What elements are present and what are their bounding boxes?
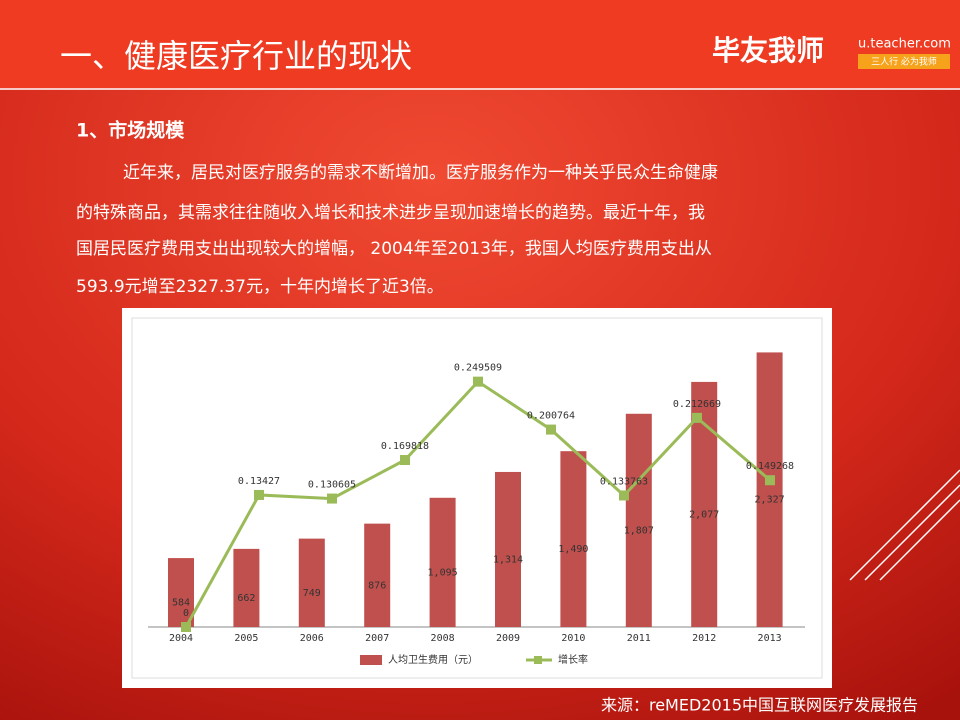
marker [473,376,483,387]
bar-label: 584 [172,598,190,609]
bar [298,538,325,627]
bar [364,523,391,627]
marker [692,412,702,423]
x-tick-label: 2011 [627,633,651,644]
bar-label: 662 [237,593,255,604]
bar-label: 1,095 [428,567,458,578]
paragraph-line: 近年来，居民对医疗服务的需求不断增加。医疗服务作为一种关乎民众生命健康 [123,163,718,183]
marker [765,475,775,486]
slogan: 三人行 必为我师 [871,56,937,68]
marker [254,489,264,500]
legend-label: 人均卫生费用（元） [388,653,478,666]
page-title: 一、健康医疗行业的现状 [60,37,412,75]
bar-label: 1,490 [558,544,588,555]
marker [619,490,629,501]
section-title: 1、市场规模 [76,119,185,142]
bar-label: 1,807 [624,525,654,536]
bar [625,413,652,627]
x-tick-label: 2006 [300,633,324,644]
marker [181,622,191,632]
x-tick-label: 2007 [365,633,389,644]
paragraph-line: 的特殊商品，其需求往往随收入增长和技术进步呈现加速增长的趋势。最近十年，我 [76,203,705,223]
marker [546,424,556,435]
point-label: 0.13427 [238,476,280,487]
legend-swatch [534,656,542,664]
point-label: 0.169818 [381,441,429,452]
bar [756,352,783,627]
site: u.teacher.com [858,37,951,52]
x-tick-label: 2012 [692,633,716,644]
point-label: 0.212669 [673,399,721,410]
logo: 毕友我师 [712,34,824,67]
point-label: 0.133763 [600,476,648,487]
bar-label: 749 [303,588,321,599]
bar [168,558,194,627]
title-bar [0,0,960,88]
legend-label: 增长率 [558,653,588,666]
bar-label: 2,327 [755,495,785,506]
x-tick-label: 2010 [561,633,585,644]
marker [400,455,410,466]
marker [327,493,337,504]
bar-label: 1,314 [493,554,523,565]
point-label: 0 [183,608,189,619]
x-tick-label: 2005 [234,633,258,644]
bar-label: 876 [368,580,386,591]
x-tick-label: 2004 [169,633,193,644]
bar [429,497,456,627]
point-label: 0.249509 [454,363,502,374]
source: 来源：reMED2015中国互联网医疗发展报告 [601,696,918,715]
bar [560,451,587,627]
bar [495,471,521,627]
x-tick-label: 2009 [496,633,520,644]
x-tick-label: 2013 [758,633,782,644]
chart-frame [131,317,823,679]
bar [233,548,260,627]
point-label: 0.200764 [527,411,575,422]
point-label: 0.130605 [308,480,356,491]
x-tick-label: 2008 [431,633,455,644]
decor-lines [849,469,960,581]
bar-label: 2,077 [689,509,719,520]
point-label: 0.149268 [746,461,794,472]
legend-swatch [360,655,382,665]
paragraph-line: 国居民医疗费用支出出现较大的增幅， 2004年至2013年，我国人均医疗费用支出… [76,239,712,259]
paragraph-line: 593.9元增至2327.37元，十年内增长了近3倍。 [76,277,444,297]
slogan-box [858,54,950,69]
